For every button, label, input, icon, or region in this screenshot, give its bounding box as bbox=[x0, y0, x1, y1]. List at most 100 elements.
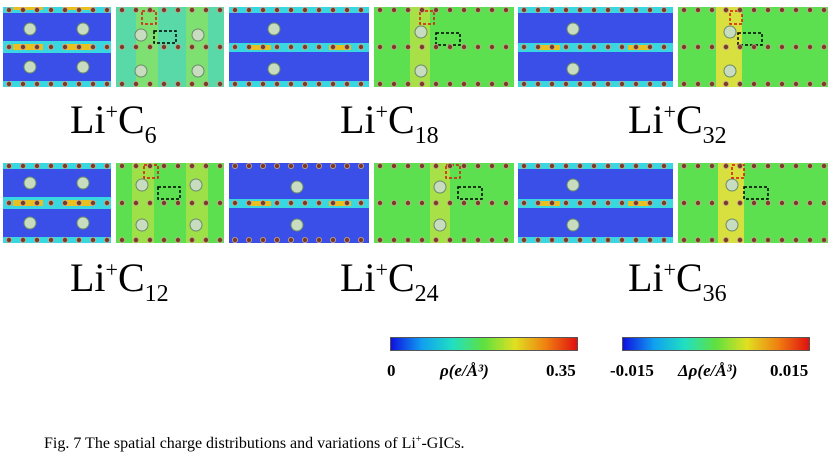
carbon-atom bbox=[461, 81, 467, 87]
carbon-atom bbox=[316, 237, 322, 243]
carbon-atom bbox=[694, 7, 701, 13]
carbon-atom bbox=[48, 163, 55, 169]
carbon-atom bbox=[405, 237, 411, 243]
carbon-atom bbox=[765, 81, 771, 87]
carbon-atom bbox=[175, 163, 182, 169]
carbon-atom bbox=[751, 200, 758, 207]
carbon-atom bbox=[119, 81, 125, 87]
carbon-atom bbox=[203, 81, 209, 87]
carbon-atom bbox=[779, 200, 786, 207]
carbon-atom bbox=[447, 44, 454, 51]
carbon-atom bbox=[189, 7, 196, 13]
carbon-atom bbox=[765, 44, 772, 51]
carbon-atom bbox=[708, 7, 715, 13]
carbon-atom bbox=[737, 44, 744, 51]
carbon-atom bbox=[119, 237, 125, 243]
carbon-atom bbox=[203, 7, 210, 13]
carbon-atom bbox=[19, 7, 26, 13]
carbon-atom bbox=[577, 7, 584, 13]
carbon-atom bbox=[259, 163, 266, 169]
carbon-atom bbox=[591, 44, 598, 51]
carbon-atom bbox=[660, 7, 667, 13]
carbon-atom bbox=[709, 237, 715, 243]
carbon-atom bbox=[646, 200, 653, 207]
carbon-atom bbox=[90, 163, 97, 169]
carbon-atom bbox=[34, 81, 40, 87]
carbon-atom bbox=[161, 7, 168, 13]
carbon-atom bbox=[521, 237, 527, 243]
carbon-atom bbox=[302, 237, 308, 243]
carbon-atom bbox=[461, 200, 468, 207]
carbon-atom bbox=[489, 237, 495, 243]
carbon-atom bbox=[274, 163, 281, 169]
label-li-c32: Li+C32 bbox=[628, 97, 727, 149]
carbon-atom bbox=[147, 237, 153, 243]
carbon-atom bbox=[76, 163, 83, 169]
carbon-atom bbox=[203, 237, 209, 243]
carbon-atom bbox=[132, 163, 139, 169]
carbon-atom bbox=[647, 81, 653, 87]
carbon-atom bbox=[33, 44, 40, 51]
carbon-atom bbox=[161, 44, 168, 51]
carbon-atom bbox=[633, 163, 640, 169]
carbon-atom bbox=[709, 81, 715, 87]
density-colorbar-symbol: ρ(e/Å³) bbox=[440, 361, 489, 380]
carbon-atom bbox=[274, 7, 281, 13]
carbon-atom bbox=[203, 200, 210, 207]
label-li-c24: Li+C24 bbox=[340, 255, 439, 307]
carbon-atom bbox=[563, 7, 570, 13]
carbon-atom bbox=[357, 44, 364, 51]
carbon-atom bbox=[288, 200, 295, 207]
carbon-atom bbox=[104, 81, 110, 87]
carbon-atom bbox=[779, 44, 786, 51]
difference-map-li-c24 bbox=[374, 163, 514, 243]
carbon-atom bbox=[751, 237, 757, 243]
carbon-atom bbox=[232, 163, 238, 169]
carbon-atom bbox=[619, 200, 626, 207]
carbon-atom bbox=[605, 200, 612, 207]
carbon-atom bbox=[288, 44, 295, 51]
carbon-atom bbox=[548, 163, 555, 169]
carbon-atom bbox=[661, 81, 667, 87]
carbon-atom bbox=[419, 163, 426, 169]
carbon-atom bbox=[133, 81, 139, 87]
carbon-atom bbox=[433, 200, 440, 207]
label-li-c12: Li+C12 bbox=[70, 255, 169, 307]
carbon-atom bbox=[288, 81, 294, 87]
carbon-atom bbox=[377, 7, 383, 13]
carbon-atom bbox=[447, 163, 454, 169]
carbon-atom bbox=[48, 44, 55, 51]
carbon-atom bbox=[260, 81, 266, 87]
difference-map-li-c18 bbox=[374, 7, 514, 87]
carbon-atom bbox=[793, 81, 799, 87]
carbon-atom bbox=[806, 44, 813, 51]
carbon-atom bbox=[76, 7, 83, 13]
carbon-atom bbox=[19, 163, 26, 169]
difference-map-li-c12 bbox=[116, 163, 224, 243]
carbon-atom bbox=[681, 200, 687, 207]
carbon-atom bbox=[821, 237, 827, 243]
carbon-atom bbox=[259, 44, 266, 51]
carbon-atom bbox=[821, 81, 827, 87]
carbon-atom bbox=[779, 7, 786, 13]
figure-caption: Fig. 7 The spatial charge distributions … bbox=[44, 434, 465, 452]
carbon-atom bbox=[175, 237, 181, 243]
carbon-atom bbox=[377, 81, 383, 87]
carbon-atom bbox=[619, 7, 626, 13]
carbon-atom bbox=[619, 44, 626, 51]
carbon-atom bbox=[633, 237, 639, 243]
carbon-atom bbox=[232, 7, 238, 13]
carbon-atom bbox=[807, 81, 813, 87]
carbon-atom bbox=[62, 44, 69, 51]
carbon-atom bbox=[591, 81, 597, 87]
carbon-atom bbox=[751, 7, 758, 13]
carbon-atom bbox=[591, 200, 598, 207]
carbon-atom bbox=[765, 163, 772, 169]
carbon-atom bbox=[404, 7, 411, 13]
carbon-atom bbox=[344, 163, 351, 169]
carbon-atom bbox=[217, 237, 223, 243]
carbon-atom bbox=[577, 163, 584, 169]
carbon-atom bbox=[119, 163, 125, 169]
carbon-atom bbox=[548, 200, 555, 207]
carbon-atom bbox=[660, 44, 667, 51]
